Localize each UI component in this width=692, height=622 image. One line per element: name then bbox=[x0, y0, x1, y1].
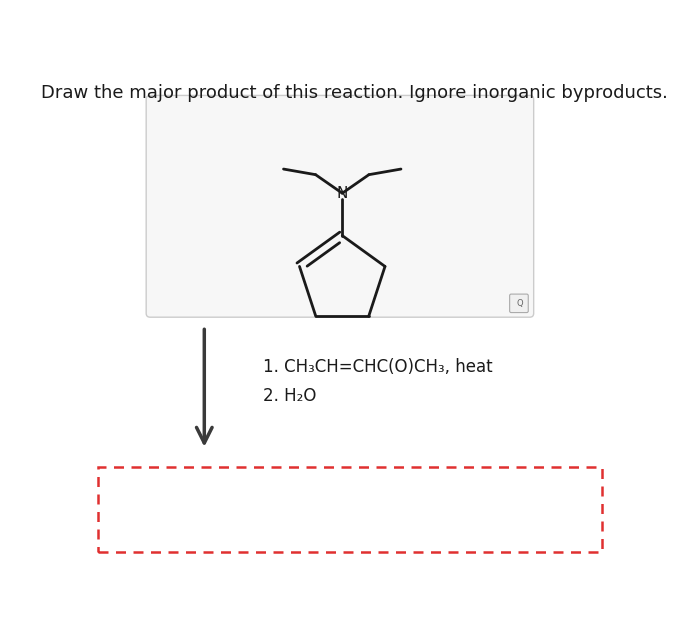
Text: Draw the major product of this reaction. Ignore inorganic byproducts.: Draw the major product of this reaction.… bbox=[42, 84, 668, 102]
Text: 1. CH₃CH=CHC(O)CH₃, heat: 1. CH₃CH=CHC(O)CH₃, heat bbox=[263, 358, 493, 376]
FancyBboxPatch shape bbox=[146, 95, 534, 317]
Text: Q: Q bbox=[516, 299, 522, 308]
Text: N: N bbox=[336, 186, 348, 201]
Text: 2. H₂O: 2. H₂O bbox=[263, 387, 316, 405]
FancyBboxPatch shape bbox=[509, 294, 528, 313]
